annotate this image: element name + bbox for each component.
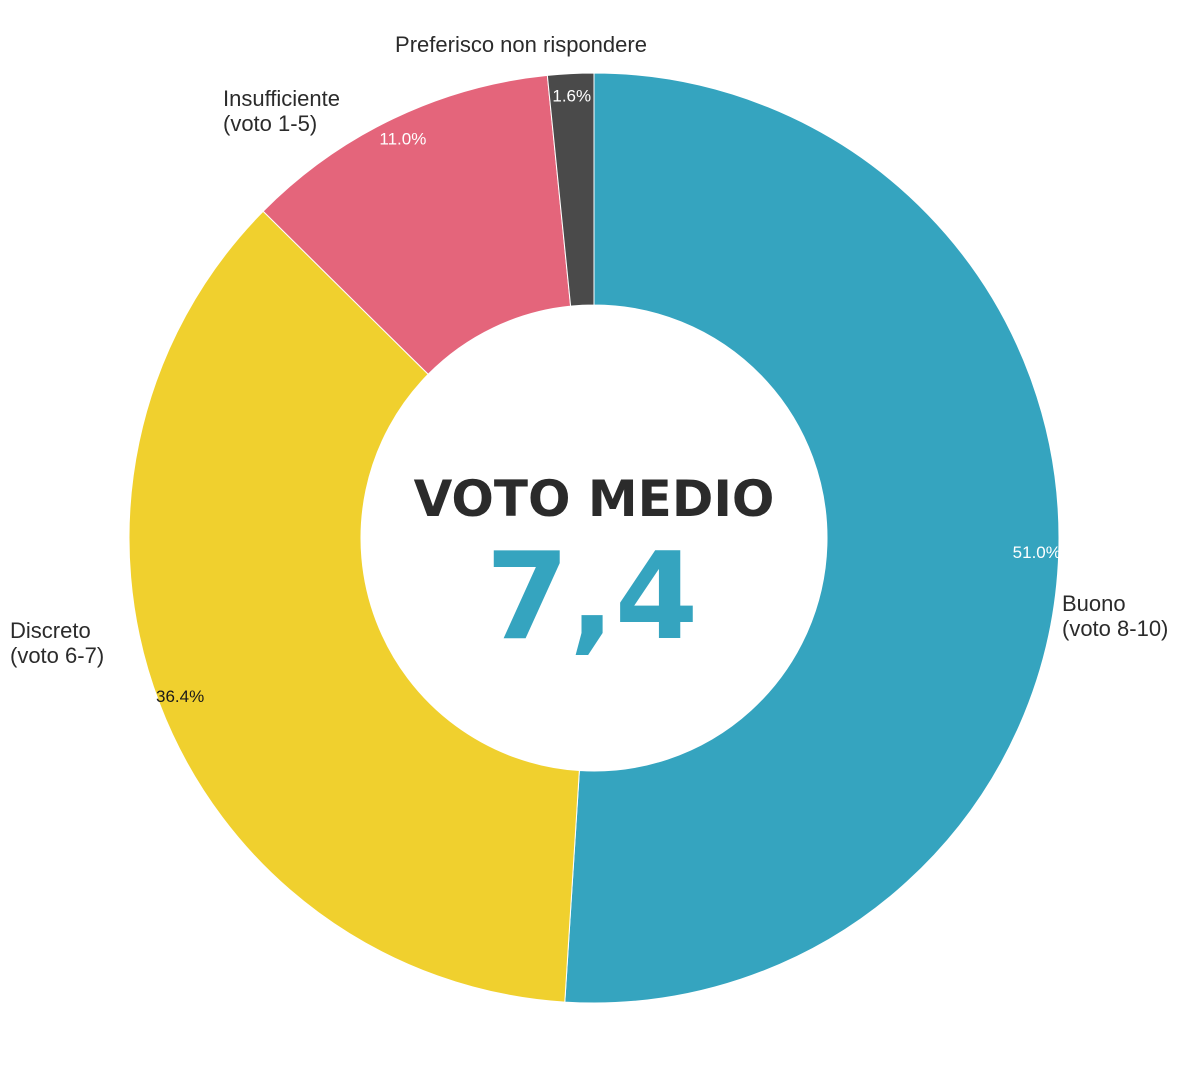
slice-percent-label-2: 11.0%	[379, 129, 426, 148]
slice-percent-label-3: 1.6%	[552, 87, 591, 106]
slice-percent-label-1: 36.4%	[156, 687, 204, 706]
slice-category-label-3: Preferisco non rispondere	[395, 32, 647, 57]
slice-1	[128, 210, 580, 1003]
slice-category-label-0: Buono (voto 8-10)	[1062, 591, 1168, 641]
slice-percent-label-0: 51.0%	[1013, 543, 1061, 562]
slices-group	[128, 72, 1060, 1004]
slice-3	[546, 72, 595, 307]
percent-labels-group: 51.0% 36.4% 11.0% 1.6%	[156, 87, 1061, 706]
slice-category-label-2: Insufficiente (voto 1-5)	[223, 86, 340, 136]
slice-category-label-1: Discreto (voto 6-7)	[10, 618, 104, 668]
slice-2	[262, 74, 572, 375]
center-title: VOTO MEDIO	[414, 470, 775, 528]
category-labels-group: Buono (voto 8-10) Discreto (voto 6-7) Insuff…	[10, 32, 1168, 668]
center-value: 7,4	[486, 528, 699, 667]
slice-0	[564, 72, 1060, 1004]
